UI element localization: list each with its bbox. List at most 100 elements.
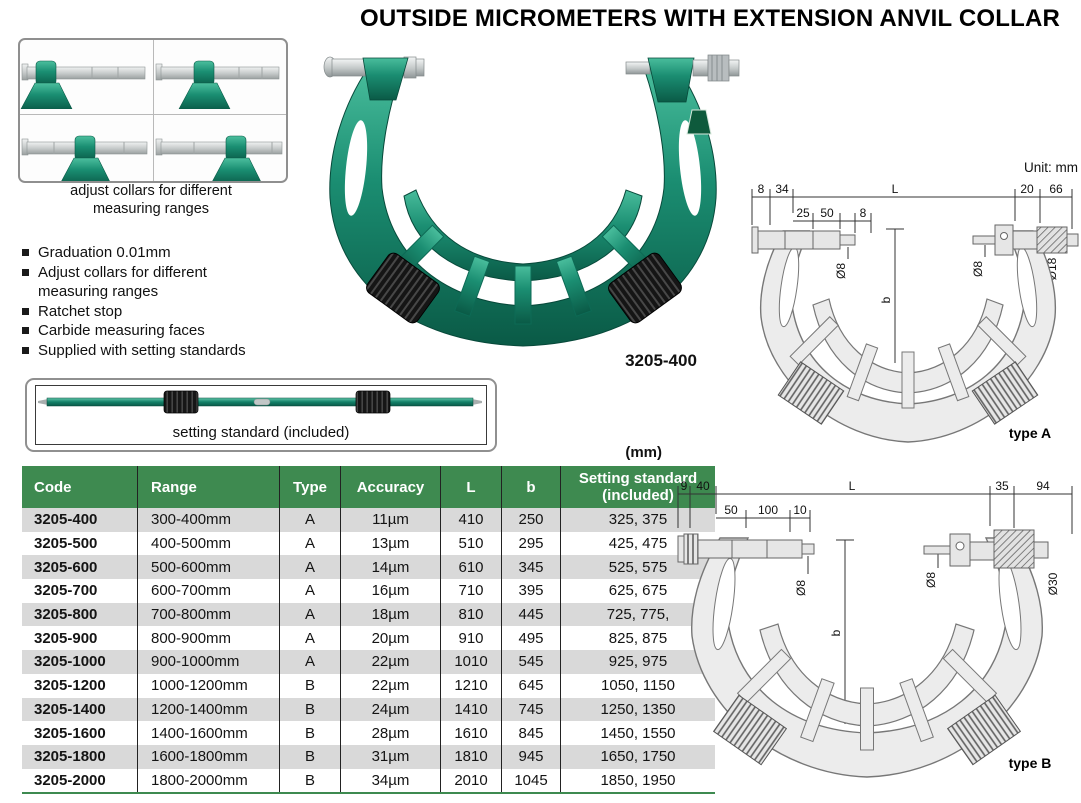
table-cell: 300-400mm — [137, 508, 280, 532]
square-bullet-icon — [22, 268, 29, 276]
dim-label: Ø8 — [924, 572, 938, 588]
table-cell: 325, 375 — [560, 508, 715, 532]
type-a-spokes — [789, 316, 1027, 409]
type-b-spokes — [736, 648, 998, 751]
feature-item: Carbide measuring faces — [20, 321, 330, 341]
table-cell: 31µm — [340, 744, 441, 769]
table-cell: 1610 — [440, 721, 502, 745]
column-header: b — [501, 466, 561, 508]
column-header: Setting standard (included) — [560, 466, 715, 508]
table-cell: 400-500mm — [137, 531, 280, 556]
table-cell: 34µm — [340, 768, 441, 794]
table-cell: 3205-1800 — [22, 744, 138, 769]
table-cell: 24µm — [340, 697, 441, 722]
column-header: Accuracy — [340, 466, 441, 508]
table-cell: A — [279, 626, 341, 651]
spec-table-body: 3205-400 300-400mm A 11µm 410 250 325, 375 3205… — [22, 508, 715, 794]
micrometer-product-image — [323, 54, 740, 347]
table-cell: 500-600mm — [137, 555, 280, 580]
table-cell: 825, 875 — [560, 626, 715, 651]
type-b-right-knurl — [946, 694, 1022, 766]
table-cell: 13µm — [340, 531, 441, 556]
micrometer-anvil-illustration — [20, 60, 146, 110]
dim-label: 40 — [696, 479, 710, 493]
table-row: 3205-700 600-700mm A 16µm 710 395 625, 675 — [22, 579, 715, 603]
dim-label: 20 — [1020, 182, 1034, 196]
feature-item: Ratchet stop — [20, 302, 330, 322]
type-b-anvil — [677, 533, 815, 565]
setting-standard-caption: setting standard (included) — [172, 424, 350, 441]
table-cell: 3205-800 — [22, 602, 138, 627]
table-cell: 910 — [440, 626, 502, 651]
table-row: 3205-900 800-900mm A 20µm 910 495 825, 875 — [22, 626, 715, 651]
dim-label: Ø30 — [1046, 572, 1060, 595]
table-cell: 525, 575 — [560, 555, 715, 580]
table-cell: 810 — [440, 602, 502, 627]
type-b-head — [923, 529, 1049, 569]
table-cell: 250 — [501, 508, 561, 532]
table-cell: 11µm — [340, 508, 441, 532]
table-row: 3205-1200 1000-1200mm B 22µm 1210 645 1050, 11… — [22, 673, 715, 698]
table-cell: 3205-500 — [22, 531, 138, 556]
type-a-head — [972, 224, 1079, 256]
table-cell: 3205-400 — [22, 508, 138, 532]
table-cell: A — [279, 579, 341, 603]
dim-label: L — [849, 479, 856, 493]
type-b-left-knurl — [712, 694, 788, 766]
setting-standard-figure: setting standard (included) — [25, 378, 497, 452]
setting-standard-inner-frame: setting standard (included) — [35, 385, 487, 445]
dim-label: b — [879, 296, 893, 303]
table-cell: 345 — [501, 555, 561, 580]
table-cell: B — [279, 744, 341, 769]
anvil-assembly — [323, 56, 425, 101]
dim-label: Ø8 — [834, 263, 848, 279]
table-cell: 18µm — [340, 602, 441, 627]
table-cell: 14µm — [340, 555, 441, 580]
left-grip-knurl — [366, 252, 440, 324]
table-cell: 1850, 1950 — [560, 768, 715, 794]
table-cell: 1045 — [501, 768, 561, 794]
table-cell: 425, 475 — [560, 531, 715, 556]
micrometer-anvil-illustration — [21, 135, 148, 181]
micrometer-anvil-illustration — [155, 60, 279, 110]
dim-label: 8 — [860, 206, 867, 220]
table-cell: 700-800mm — [137, 602, 280, 627]
adjust-collars-panel — [153, 40, 286, 114]
table-cell: 1050, 1150 — [560, 673, 715, 698]
feature-item: Supplied with setting standards — [20, 341, 330, 361]
table-row: 3205-1600 1400-1600mm B 28µm 1610 845 1450, 15… — [22, 721, 715, 745]
table-cell: A — [279, 508, 341, 532]
type-b-label: type B — [1009, 755, 1052, 771]
feature-list: Graduation 0.01mm Adjust collars for dif… — [20, 243, 330, 360]
dim-label: Ø8 — [794, 580, 808, 596]
type-a-left-knurl — [777, 361, 845, 425]
brand-badge-icon — [686, 109, 712, 135]
table-cell: 395 — [501, 579, 561, 603]
square-bullet-icon — [22, 307, 29, 315]
square-bullet-icon — [22, 249, 29, 256]
setting-standard-rod — [38, 390, 482, 414]
table-cell: 845 — [501, 721, 561, 745]
table-row: 3205-500 400-500mm A 13µm 510 295 425, 475 — [22, 531, 715, 556]
table-cell: 745 — [501, 697, 561, 722]
table-cell: 800-900mm — [137, 626, 280, 651]
page-title: OUTSIDE MICROMETERS WITH EXTENSION ANVIL… — [359, 5, 1061, 32]
column-header: L — [440, 466, 502, 508]
table-cell: B — [279, 697, 341, 722]
table-cell: 900-1000mm — [137, 650, 280, 674]
dim-label: b — [829, 629, 843, 636]
table-cell: 3205-700 — [22, 579, 138, 603]
type-a-right-knurl — [971, 361, 1039, 425]
table-cell: A — [279, 555, 341, 580]
adjust-collars-caption: adjust collars for different measuring r… — [70, 183, 232, 217]
table-cell: 945 — [501, 744, 561, 769]
square-bullet-icon — [22, 327, 29, 334]
table-cell: 1650, 1750 — [560, 744, 715, 769]
dim-label: 34 — [775, 182, 789, 196]
table-cell: B — [279, 673, 341, 698]
table-cell: 1000-1200mm — [137, 673, 280, 698]
table-cell: 410 — [440, 508, 502, 532]
table-cell: 3205-2000 — [22, 768, 138, 794]
adjust-collars-figure — [18, 38, 288, 183]
